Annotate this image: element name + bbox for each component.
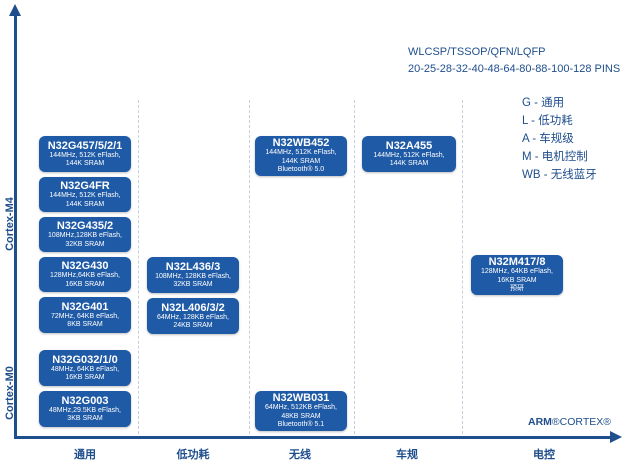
chip-spec: 144K SRAM	[389, 160, 429, 167]
legend-item-g: G - 通用	[522, 97, 565, 109]
legend-item-m: M - 电机控制	[522, 151, 588, 163]
chip-spec: 预研	[510, 285, 524, 293]
column-divider	[462, 100, 463, 434]
chip-name: N32A455	[385, 139, 433, 152]
y-label-cortex-m0: Cortex-M0	[4, 366, 16, 420]
chip-name: N32G430	[61, 260, 109, 272]
chip-name: N32G401	[61, 300, 109, 313]
chip-spec: 108MHz, 128KB eFlash,	[155, 272, 231, 280]
chip-spec: 8KB SRAM	[67, 321, 103, 328]
legend-item-wb: WB - 无线蓝牙	[522, 169, 597, 181]
chip-spec: 64MHz, 512KB eFlash,	[265, 404, 337, 412]
legend-item-l: L - 低功耗	[522, 115, 573, 127]
chip-spec: 16KB SRAM	[65, 280, 105, 288]
column-divider	[354, 100, 355, 434]
chip-spec: 144K SRAM	[65, 200, 105, 208]
chip-spec: 108MHz,128KB eFlash,	[48, 232, 122, 239]
cortex-logo-text: CORTEX	[559, 416, 604, 428]
arm-logo-text: ARM	[528, 416, 552, 428]
chip-spec: 3KB SRAM	[67, 415, 103, 422]
chip-spec: Bluetooth® 5.0	[277, 166, 325, 174]
chip-n32l406[interactable]: N32L406/3/2 64MHz, 128KB eFlash, 24KB SR…	[147, 298, 239, 334]
chip-spec: 144MHz, 512K eFlash,	[49, 192, 121, 199]
column-divider	[249, 100, 250, 434]
registered-mark: ®	[603, 416, 611, 428]
chip-name: N32L436/3	[165, 260, 221, 273]
x-axis-arrow	[610, 431, 622, 443]
chip-name: N32G003	[61, 394, 109, 407]
chip-spec: 128MHz, 64KB eFlash,	[481, 268, 553, 276]
y-axis-arrow	[9, 4, 21, 16]
chip-name: N32G435/2	[56, 220, 114, 232]
chip-n32m417[interactable]: N32M417/8 128MHz, 64KB eFlash, 16KB SRAM…	[471, 255, 563, 295]
x-label-automotive: 车规	[396, 449, 418, 461]
registered-mark: ®	[551, 416, 560, 428]
x-label-general: 通用	[74, 449, 96, 461]
chip-n32wb031[interactable]: N32WB031 64MHz, 512KB eFlash, 48KB SRAM …	[255, 391, 347, 431]
y-label-cortex-m4: Cortex-M4	[4, 197, 16, 251]
x-label-motor-control: 电控	[533, 449, 555, 461]
chip-n32g457[interactable]: N32G457/5/2/1 144MHz, 512K eFlash, 144K …	[39, 136, 131, 172]
x-axis-line	[14, 436, 614, 439]
chip-n32wb452[interactable]: N32WB452 144MHz, 512K eFlash, 144K SRAM …	[255, 136, 347, 176]
chip-n32a455[interactable]: N32A455 144MHz, 512K eFlash, 144K SRAM	[362, 136, 456, 172]
chip-spec: 128MHz,64KB eFlash,	[49, 272, 121, 279]
chip-spec: 32KB SRAM	[173, 281, 213, 288]
chip-spec: 16KB SRAM	[497, 276, 537, 284]
chip-name: N32G457/5/2/1	[47, 139, 123, 152]
chip-n32g401[interactable]: N32G401 72MHz, 64KB eFlash, 8KB SRAM	[39, 297, 131, 333]
chip-name: N32WB452	[272, 137, 330, 150]
package-types: WLCSP/TSSOP/QFN/LQFP	[408, 46, 546, 58]
chip-n32g4fr[interactable]: N32G4FR 144MHz, 512K eFlash, 144K SRAM	[39, 177, 131, 212]
chip-spec: 72MHz, 64KB eFlash,	[50, 312, 120, 320]
chip-spec: 144MHz, 512K eFlash,	[49, 151, 121, 159]
chip-n32g435[interactable]: N32G435/2 108MHz,128KB eFlash, 32KB SRAM	[39, 217, 131, 252]
y-axis-line	[14, 14, 17, 438]
chip-spec: 16KB SRAM	[65, 374, 105, 381]
chip-n32g430[interactable]: N32G430 128MHz,64KB eFlash, 16KB SRAM	[39, 257, 131, 292]
chip-spec: 144MHz, 512K eFlash,	[265, 149, 337, 157]
chip-spec: 48MHz, 64KB eFlash,	[50, 365, 120, 373]
chip-spec: 48MHz,29.5KB eFlash,	[49, 406, 121, 414]
chip-n32g032[interactable]: N32G032/1/0 48MHz, 64KB eFlash, 16KB SRA…	[39, 350, 131, 386]
chip-n32g003[interactable]: N32G003 48MHz,29.5KB eFlash, 3KB SRAM	[39, 391, 131, 427]
chip-spec: 144K SRAM	[281, 157, 321, 165]
chip-name: N32G032/1/0	[52, 353, 118, 366]
pin-counts: 20-25-28-32-40-48-64-80-88-100-128 PINS	[408, 63, 621, 75]
chip-spec: 24KB SRAM	[173, 322, 213, 329]
chip-name: N32M417/8	[488, 256, 546, 269]
x-label-low-power: 低功耗	[176, 449, 210, 461]
arm-cortex-logo: ARM®CORTEX®	[528, 416, 611, 428]
chip-name: N32G4FR	[60, 180, 110, 192]
x-label-wireless: 无线	[289, 449, 311, 461]
legend-item-a: A - 车规级	[522, 133, 574, 145]
chip-spec: 32KB SRAM	[65, 240, 105, 248]
chip-name: N32L406/3/2	[161, 301, 225, 314]
chip-n32l436[interactable]: N32L436/3 108MHz, 128KB eFlash, 32KB SRA…	[147, 257, 239, 293]
chip-spec: 144K SRAM	[65, 160, 105, 167]
chip-spec: 144MHz, 512K eFlash,	[373, 151, 445, 159]
chip-spec: 48KB SRAM	[281, 412, 321, 420]
column-divider	[138, 100, 139, 434]
chip-spec: 64MHz, 128KB eFlash,	[157, 313, 229, 321]
chip-name: N32WB031	[272, 392, 330, 405]
chip-spec: Bluetooth® 5.1	[277, 421, 325, 429]
